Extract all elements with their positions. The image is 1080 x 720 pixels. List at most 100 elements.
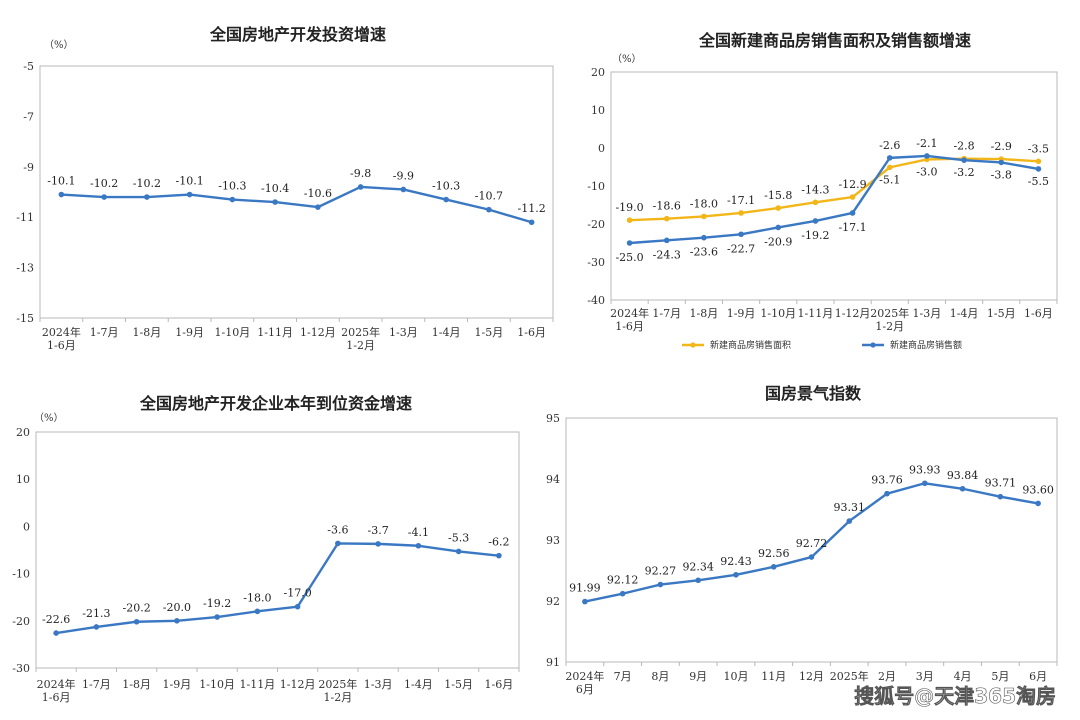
x-tick-label: 1-12月 (835, 307, 871, 320)
unit-label: （%） (44, 39, 74, 51)
chart-title: 全国房地产开发投资增速 (209, 25, 386, 44)
data-point (922, 480, 928, 487)
x-tick-label: 3月 (916, 670, 934, 683)
x-tick-label: 1-11月 (240, 678, 276, 691)
data-point (229, 196, 236, 203)
data-label: 93.31 (834, 501, 866, 514)
data-label: -9.8 (350, 167, 371, 180)
y-tick-label: 20 (16, 426, 30, 439)
series-line (629, 154, 1039, 245)
x-tick-label: 5月 (991, 670, 1009, 683)
data-point (886, 164, 893, 171)
data-label: -10.1 (47, 175, 75, 188)
data-label: -10.3 (432, 180, 460, 193)
x-tick-label: 9月 (689, 670, 707, 683)
x-tick-label: 1-12月 (300, 326, 336, 339)
data-label: 92.72 (796, 537, 828, 550)
y-tick-label: 92 (546, 595, 560, 608)
y-tick-label: 10 (16, 473, 30, 486)
data-point (496, 552, 502, 559)
data-label: -21.3 (82, 607, 110, 620)
data-point (770, 564, 777, 570)
data-label: -10.3 (218, 180, 246, 193)
data-label: -9.9 (393, 169, 414, 182)
data-label: 93.76 (871, 474, 903, 487)
data-point (1035, 500, 1041, 507)
data-label: -20.9 (764, 235, 792, 248)
x-tick-label: 2月 (878, 670, 896, 683)
x-tick-label: 1-11月 (798, 307, 834, 320)
data-point (294, 603, 301, 610)
x-tick-label: 2025年 1-2月 (318, 677, 357, 704)
data-point (335, 540, 341, 547)
y-tick-label: 0 (598, 142, 605, 155)
data-label: -12.9 (838, 178, 866, 191)
data-label: 91.99 (569, 582, 601, 595)
data-point (733, 571, 739, 578)
data-point (582, 598, 588, 605)
watermark-text: 搜狐号@天津365淘房 (854, 684, 1056, 708)
data-point (775, 224, 782, 231)
y-tick-label: -5 (23, 60, 34, 73)
data-point (695, 577, 701, 584)
data-point (174, 618, 180, 624)
data-point (357, 184, 364, 190)
x-tick-label: 2024年 1-6月 (37, 677, 76, 704)
data-point (315, 204, 321, 210)
data-point (657, 581, 664, 588)
x-tick-label: 12月 (799, 670, 824, 683)
x-tick-label: 1-5月 (444, 678, 473, 691)
x-tick-label: 7月 (614, 670, 632, 683)
chart-climate-index: 国房景气指数 95 94 93 92 91 2024年 6月 7月 8月 9月 10月 11月 12月 20… (546, 384, 1058, 696)
data-label: -18.0 (243, 591, 271, 604)
data-point (775, 205, 782, 211)
data-point (101, 194, 107, 200)
data-point (701, 234, 707, 241)
data-point (959, 485, 966, 492)
data-label: -25.0 (615, 251, 643, 264)
data-point (846, 518, 853, 524)
data-point (93, 624, 100, 630)
data-label: -2.6 (879, 139, 900, 152)
x-tick-label: 2024年 1-6月 (610, 306, 649, 333)
y-tick-label: -15 (16, 312, 34, 325)
x-tick-label: 11月 (761, 670, 786, 683)
data-label: -3.6 (327, 523, 348, 536)
x-tick-label: 1-6月 (485, 678, 514, 691)
data-label: -20.0 (163, 601, 191, 614)
x-tick-label: 1-6月 (517, 326, 546, 339)
x-tick-label: 1-5月 (475, 326, 504, 339)
x-tick-label: 1-12月 (280, 678, 316, 691)
y-tick-label: 93 (546, 534, 560, 547)
chart-title: 国房景气指数 (765, 384, 862, 403)
data-label: -18.0 (690, 197, 718, 210)
chart-title: 全国新建商品房销售面积及销售额增速 (698, 31, 971, 50)
data-label: 93.84 (947, 469, 979, 482)
data-point (272, 199, 278, 205)
data-label: -18.6 (653, 200, 681, 213)
x-tick-label: 1-5月 (987, 307, 1016, 320)
data-label: -19.0 (615, 201, 643, 214)
data-point (400, 186, 407, 193)
x-tick-label: 2024年 6月 (565, 669, 604, 696)
x-tick-label: 1-7月 (652, 307, 681, 320)
data-point (812, 218, 819, 224)
data-point (144, 194, 150, 200)
data-point (738, 231, 744, 238)
x-tick-label: 1-10月 (215, 326, 251, 339)
x-tick-label: 4月 (954, 670, 972, 683)
data-label: -3.5 (1028, 142, 1049, 155)
y-tick-label: -20 (587, 218, 605, 231)
data-label: -14.3 (801, 183, 829, 196)
data-label: -23.6 (690, 246, 718, 259)
legend-label: 新建商品房销售额 (890, 339, 962, 351)
y-tick-label: -10 (12, 568, 30, 581)
x-tick-label: 1-7月 (90, 326, 119, 339)
data-point (849, 210, 856, 216)
chart-funds-growth: 全国房地产开发企业本年到位资金增速 （%） 20 10 0 -10 -20 -30 2024年 1… (12, 394, 520, 704)
data-point (528, 219, 535, 226)
data-label: -17.1 (838, 221, 866, 234)
data-label: 93.93 (909, 463, 941, 476)
x-tick-label: 1-4月 (950, 307, 979, 320)
